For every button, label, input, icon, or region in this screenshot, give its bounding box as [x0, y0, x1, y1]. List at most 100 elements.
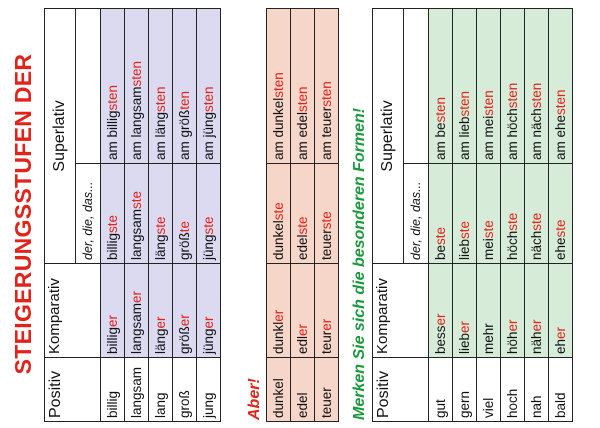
komparativ-cell-ending: er	[432, 313, 448, 326]
superlativ-cell-ending: ste	[294, 216, 310, 235]
superlativ-cell-ending: ste	[432, 226, 448, 245]
komparativ-cell-stem: mehr	[480, 323, 496, 354]
superlativ-cell: höchste	[500, 163, 525, 264]
superlativ-cell-ending: ste	[104, 214, 120, 233]
superlativ-cell-ending: ste	[270, 202, 286, 221]
komparativ-cell: eher	[548, 263, 573, 358]
table-row: viel mehr meiste am meisten	[476, 8, 501, 422]
table-row: groß größer größte am größten	[172, 8, 197, 422]
superlativ-cell: teuerste	[314, 163, 339, 264]
komparativ-cell-stem: billig	[104, 326, 120, 354]
superlativ-cell-stem: mei	[480, 238, 496, 260]
header-komparativ: Komparativ	[372, 263, 429, 358]
superlativ-am-cell: am ehesten	[548, 8, 573, 164]
superlativ-am-cell: am liebsten	[452, 8, 477, 164]
superlativ-cell-stem: langsam	[128, 208, 144, 260]
superlativ-cell: meiste	[476, 163, 501, 264]
superlativ-am-cell-stem: am dunkel	[270, 97, 286, 160]
komparativ-cell: langsamer	[124, 263, 149, 358]
superlativ-am-cell-ending: sten	[504, 82, 520, 109]
superlativ-cell-ending: ste	[128, 190, 144, 209]
header-article-hint: der, die, das...	[75, 163, 101, 264]
superlativ-am-cell: am höchsten	[500, 8, 525, 164]
regular-table: Positiv Komparativ Superlativ der, die, …	[44, 8, 221, 422]
komparativ-cell: höher	[500, 263, 525, 358]
superlativ-cell-ending: ste	[200, 216, 216, 235]
komparativ-cell: lieber	[452, 263, 477, 358]
superlativ-am-cell: am größten	[172, 8, 197, 164]
superlativ-cell-stem: lieb	[456, 238, 472, 260]
table-row: lang länger längste am längsten	[148, 8, 173, 422]
superlativ-am-cell-ending: sten	[480, 90, 496, 116]
header-komparativ: Komparativ	[44, 263, 101, 358]
superlativ-am-cell-ending: ten	[176, 90, 192, 110]
positiv-cell: nah	[524, 357, 549, 422]
superlativ-cell: dunkelste	[266, 163, 291, 264]
special-label: Merken Sie sich die besonderen Formen!	[351, 107, 368, 420]
superlativ-am-cell: am jüngsten	[196, 8, 221, 164]
komparativ-cell-ending: er	[200, 316, 216, 329]
superlativ-am-cell: am besten	[428, 8, 453, 164]
superlativ-am-cell-stem: am näch	[528, 108, 544, 160]
header-positiv: Positiv	[44, 357, 101, 422]
superlativ-cell-stem: ehe	[552, 237, 568, 260]
komparativ-cell-ending: er	[152, 316, 168, 329]
superlativ-cell-stem: näch	[528, 230, 544, 260]
komparativ-cell-stem: edl	[294, 335, 310, 354]
superlativ-am-cell-stem: am ehe	[552, 114, 568, 160]
table-row: edel edler edelste am edelsten	[290, 8, 315, 422]
superlativ-cell: größte	[172, 163, 197, 264]
superlativ-cell-stem: dunkel	[270, 220, 286, 260]
komparativ-cell-stem: jüng	[200, 328, 216, 354]
superlativ-am-cell-ending: sten	[552, 89, 568, 115]
komparativ-cell-stem: bess	[432, 325, 448, 354]
superlativ-cell-ending: te	[176, 220, 192, 233]
aber-label: Aber!	[246, 378, 263, 420]
superlativ-am-cell-ending: sten	[104, 84, 120, 111]
komparativ-cell: edler	[290, 263, 315, 358]
table-row: gern lieber liebste am liebsten	[452, 8, 477, 422]
komparativ-cell-ending: er	[104, 314, 120, 327]
komparativ-cell-ending: er	[128, 290, 144, 303]
superlativ-am-cell: am teuersten	[314, 8, 339, 164]
superlativ-am-cell-stem: am teuer	[318, 106, 334, 160]
header-empty	[75, 8, 101, 164]
superlativ-am-cell-ending: sten	[456, 90, 472, 117]
superlativ-cell: edelste	[290, 163, 315, 264]
positiv-cell: viel	[476, 357, 501, 422]
superlativ-am-cell-stem: am lieb	[456, 116, 472, 160]
superlativ-cell-stem: teuer	[318, 229, 334, 260]
header-article-hint: der, die, das...	[403, 163, 429, 264]
superlativ-cell-ending: ste	[552, 219, 568, 238]
komparativ-cell: mehr	[476, 263, 501, 358]
positiv-cell: dunkel	[266, 357, 291, 422]
positiv-cell: jung	[196, 357, 221, 422]
superlativ-am-cell-stem: am mei	[480, 115, 496, 160]
positiv-cell: langsam	[124, 357, 149, 422]
table-row: langsam langsamer langsamste am langsamsten	[124, 8, 149, 422]
superlativ-am-cell-stem: am größ	[176, 109, 192, 160]
superlativ-am-cell: am langsamsten	[124, 8, 149, 164]
komparativ-cell-ending: er	[318, 318, 334, 331]
komparativ-cell-ending: er	[504, 319, 520, 332]
superlativ-am-cell-stem: am läng	[152, 111, 168, 160]
komparativ-cell-stem: näh	[528, 331, 544, 354]
superlativ-cell-stem: edel	[294, 234, 310, 260]
superlativ-am-cell-ending: sten	[270, 72, 286, 98]
superlativ-am-cell-ending: sten	[294, 86, 310, 112]
superlativ-am-cell-ending: sten	[318, 81, 334, 107]
header-superlativ: Superlativ	[372, 8, 404, 264]
superlativ-am-cell-stem: am edel	[294, 111, 310, 160]
komparativ-cell-stem: lieb	[456, 332, 472, 354]
superlativ-am-cell-ending: sten	[200, 86, 216, 112]
positiv-cell: teuer	[314, 357, 339, 422]
komparativ-cell: dunkler	[266, 263, 291, 358]
komparativ-cell-stem: eh	[552, 338, 568, 354]
superlativ-cell-stem: billig	[104, 232, 120, 260]
komparativ-cell-stem: läng	[152, 328, 168, 354]
superlativ-cell: langsamste	[124, 163, 149, 264]
header-superlativ: Superlativ	[44, 8, 76, 264]
superlativ-cell: nächste	[524, 163, 549, 264]
special-table: Positiv Komparativ Superlativ der, die, …	[372, 8, 573, 422]
